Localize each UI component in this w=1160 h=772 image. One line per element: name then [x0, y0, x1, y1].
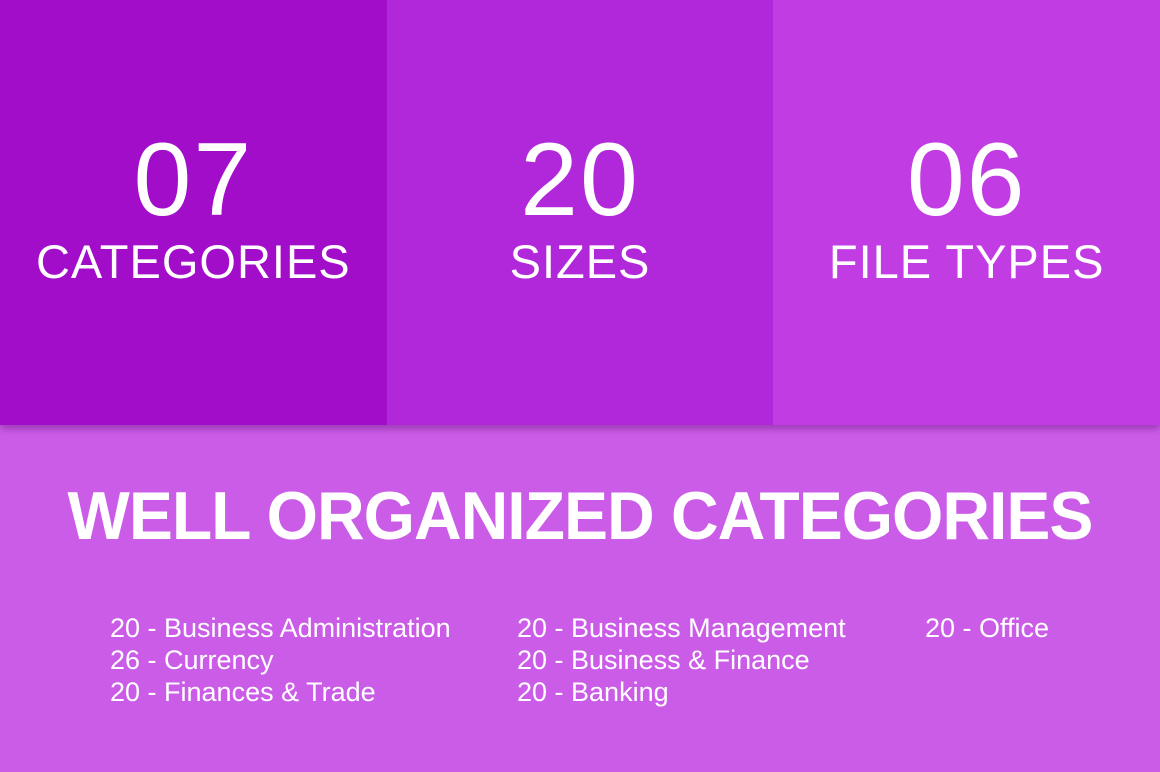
category-item: 20 - Office: [925, 613, 1050, 643]
category-column-2: 20 - Business Management 20 - Business &…: [517, 612, 925, 708]
category-item: 20 - Business Management: [517, 613, 846, 643]
sizes-count: 20: [520, 121, 640, 238]
stats-band: 07 CATEGORIES 20 SIZES 06 FILE TYPES: [0, 0, 1160, 425]
stat-panel-sizes: 20 SIZES: [386, 0, 774, 425]
category-item: 20 - Business & Finance: [517, 645, 810, 675]
stat-panel-categories: 07 CATEGORIES: [0, 0, 387, 425]
category-column-3: 20 - Office: [925, 612, 1160, 708]
categories-count: 07: [133, 121, 254, 238]
categories-section: WELL ORGANIZED CATEGORIES 20 - Business …: [0, 425, 1160, 772]
section-title: WELL ORGANIZED CATEGORIES: [67, 477, 1094, 554]
sizes-label: SIZES: [509, 235, 651, 289]
file-types-label: FILE TYPES: [828, 235, 1105, 289]
category-item: 20 - Banking: [517, 677, 669, 707]
category-column-1: 20 - Business Administration 26 - Curren…: [110, 612, 517, 708]
categories-label: CATEGORIES: [35, 235, 351, 289]
category-columns: 20 - Business Administration 26 - Curren…: [110, 612, 1160, 708]
category-item: 20 - Business Administration: [110, 613, 451, 643]
stat-panel-file-types: 06 FILE TYPES: [773, 0, 1160, 425]
category-item: 20 - Finances & Trade: [110, 677, 376, 707]
file-types-count: 06: [906, 121, 1027, 238]
category-item: 26 - Currency: [110, 645, 274, 675]
